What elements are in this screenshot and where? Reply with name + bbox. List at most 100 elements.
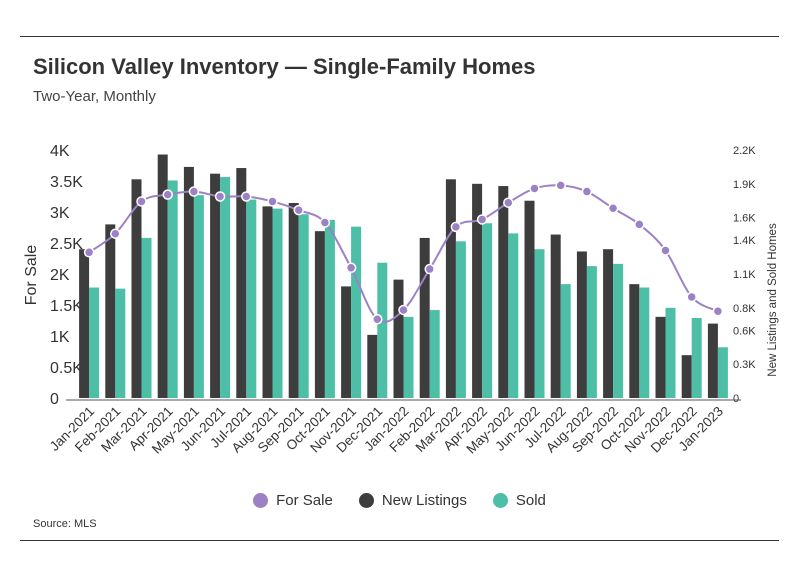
bar-sold-nov-2021 — [351, 226, 362, 398]
bar-sold-sep-2021 — [298, 214, 309, 398]
point-for-sale-feb-2021 — [110, 228, 121, 239]
legend-item-new-listings[interactable]: New Listings — [358, 492, 467, 509]
y-axis-label-left: For Sale — [23, 245, 40, 306]
point-for-sale-jan-2023 — [712, 305, 724, 317]
top-rule — [20, 36, 779, 37]
bar-sold-sep-2022 — [613, 263, 624, 398]
bar-new-listings-jul-2021 — [236, 168, 247, 398]
point-for-sale-aug-2022 — [581, 186, 593, 197]
bar-new-listings-may-2022 — [498, 186, 509, 398]
bar-sold-oct-2022 — [639, 287, 650, 398]
y-tick-left-5: 2.5K — [50, 236, 83, 253]
point-for-sale-jan-2022 — [398, 304, 409, 316]
y-tick-right-0: 0 — [733, 393, 739, 405]
bar-new-listings-oct-2022 — [629, 284, 640, 398]
bar-new-listings-dec-2022 — [681, 355, 692, 398]
bar-new-listings-dec-2021 — [367, 334, 378, 398]
point-for-sale-may-2021 — [188, 186, 200, 197]
bar-sold-apr-2021 — [167, 180, 178, 398]
point-for-sale-mar-2021 — [136, 196, 147, 207]
bar-sold-oct-2021 — [324, 219, 335, 398]
source-note: Source: MLS — [33, 518, 97, 530]
point-for-sale-jun-2021 — [214, 191, 226, 202]
point-for-sale-nov-2022 — [660, 245, 671, 256]
bar-new-listings-mar-2021 — [131, 179, 142, 398]
bar-new-listings-feb-2022 — [419, 237, 430, 398]
bar-sold-apr-2022 — [482, 223, 493, 398]
bar-sold-jun-2021 — [220, 177, 231, 398]
bar-new-listings-nov-2021 — [341, 286, 352, 398]
y-tick-left-8: 4K — [50, 143, 70, 160]
bar-layer — [79, 154, 728, 398]
bar-new-listings-may-2021 — [183, 166, 194, 398]
chart-subtitle: Two-Year, Monthly — [33, 88, 156, 105]
legend-swatch-for-sale — [253, 493, 269, 508]
bar-sold-mar-2021 — [141, 237, 152, 398]
legend: For Sale New Listings Sold — [0, 492, 799, 509]
bar-sold-feb-2021 — [115, 288, 126, 398]
bar-new-listings-apr-2022 — [472, 183, 483, 398]
legend-label-for-sale: For Sale — [276, 492, 333, 509]
point-for-sale-mar-2022 — [450, 221, 462, 233]
y-tick-left-0: 0 — [50, 391, 59, 408]
point-for-sale-aug-2021 — [267, 196, 278, 207]
bar-sold-jun-2022 — [534, 249, 545, 398]
right-axis: 0 0.3K 0.6K 0.8K 1.1K 1.4K 1.6K 1.9K 2.2K — [733, 145, 756, 405]
bar-sold-jan-2022 — [403, 316, 414, 398]
bar-sold-jan-2023 — [717, 347, 728, 398]
point-for-sale-oct-2022 — [634, 219, 645, 230]
y-tick-left-7: 3.5K — [50, 174, 83, 191]
legend-label-new-listings: New Listings — [381, 492, 467, 509]
y-tick-right-4: 1.1K — [733, 269, 756, 281]
bar-new-listings-jan-2022 — [393, 279, 404, 398]
bar-sold-jul-2022 — [560, 284, 571, 398]
point-for-sale-dec-2021 — [372, 314, 383, 325]
line-layer — [83, 180, 724, 325]
bar-sold-may-2022 — [508, 233, 519, 398]
bar-new-listings-aug-2021 — [262, 206, 273, 398]
bar-sold-mar-2022 — [455, 241, 466, 398]
bar-new-listings-sep-2022 — [603, 249, 614, 398]
legend-item-for-sale[interactable]: For Sale — [253, 492, 333, 509]
bar-sold-may-2021 — [193, 195, 204, 398]
y-tick-right-3: 0.8K — [733, 303, 756, 315]
chart-title: Silicon Valley Inventory — Single-Family… — [33, 54, 536, 79]
legend-item-sold[interactable]: Sold — [492, 492, 546, 509]
point-for-sale-dec-2022 — [686, 291, 697, 303]
point-for-sale-may-2022 — [503, 197, 514, 208]
bar-new-listings-oct-2021 — [314, 231, 325, 398]
y-tick-right-1: 0.3K — [733, 359, 756, 371]
bar-sold-dec-2021 — [377, 262, 388, 398]
y-tick-right-8: 2.2K — [733, 145, 756, 157]
y-tick-left-6: 3K — [50, 205, 70, 222]
legend-label-sold: Sold — [515, 492, 546, 509]
bar-sold-feb-2022 — [429, 310, 440, 398]
bar-new-listings-feb-2021 — [105, 224, 116, 398]
bar-new-listings-jun-2022 — [524, 200, 535, 398]
y-tick-right-6: 1.6K — [733, 213, 756, 225]
bar-new-listings-apr-2021 — [157, 154, 168, 398]
bar-new-listings-jan-2023 — [707, 323, 718, 398]
y-tick-left-4: 2K — [50, 267, 70, 284]
y-tick-right-2: 0.6K — [733, 325, 756, 337]
for-sale-line — [88, 184, 719, 323]
point-for-sale-jan-2021 — [83, 247, 95, 258]
point-for-sale-sep-2022 — [607, 203, 619, 214]
point-for-sale-jul-2022 — [555, 180, 566, 191]
bar-new-listings-sep-2021 — [288, 202, 299, 398]
y-tick-left-3: 1.5K — [50, 298, 83, 315]
bar-new-listings-jan-2021 — [79, 249, 90, 398]
point-for-sale-oct-2021 — [319, 217, 331, 228]
bar-sold-aug-2022 — [586, 266, 597, 398]
legend-swatch-sold — [492, 493, 508, 508]
bar-new-listings-jul-2022 — [550, 234, 561, 398]
point-for-sale-apr-2021 — [162, 189, 173, 200]
bar-new-listings-nov-2022 — [655, 316, 666, 398]
y-tick-right-7: 1.9K — [733, 179, 756, 191]
legend-swatch-new-listings — [358, 493, 374, 508]
point-for-sale-nov-2021 — [345, 262, 357, 274]
x-axis: Jan-2021Feb-2021Mar-2021Apr-2021May-2021… — [47, 404, 726, 457]
left-axis: 0 0.5K 1K 1.5K 2K 2.5K 3K 3.5K 4K — [50, 143, 83, 408]
bottom-rule — [20, 540, 779, 541]
